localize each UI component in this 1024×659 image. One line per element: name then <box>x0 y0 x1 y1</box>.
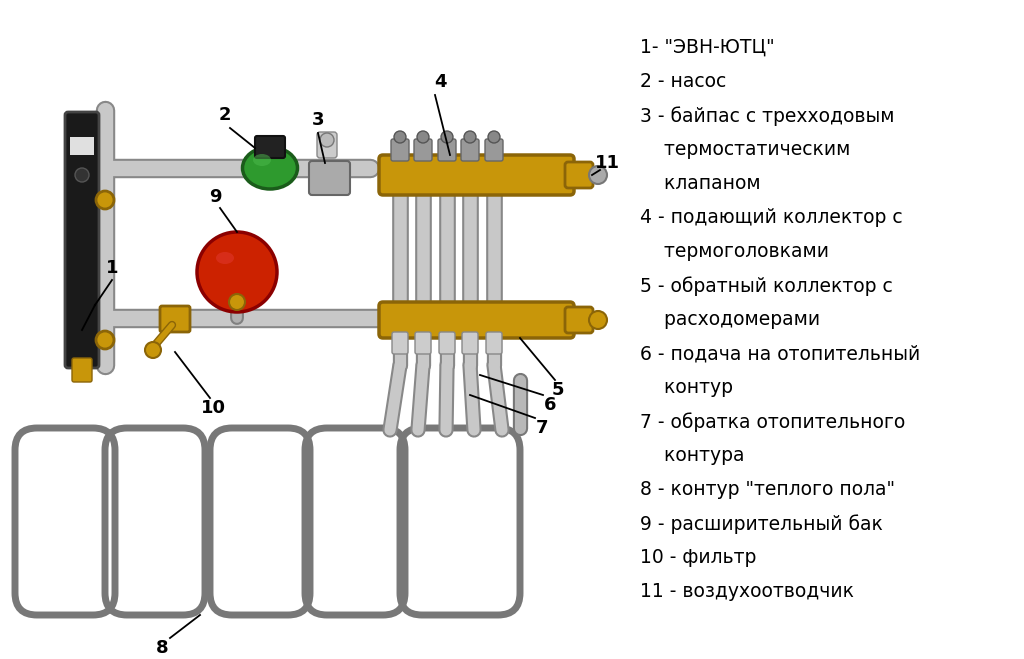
Text: 3 - байпас с трехходовым: 3 - байпас с трехходовым <box>640 106 895 126</box>
FancyBboxPatch shape <box>317 132 337 158</box>
Text: 5: 5 <box>552 381 564 399</box>
FancyBboxPatch shape <box>160 306 190 332</box>
FancyBboxPatch shape <box>438 139 456 161</box>
Text: 4 - подающий коллектор с: 4 - подающий коллектор с <box>640 208 902 227</box>
Ellipse shape <box>243 147 298 189</box>
FancyBboxPatch shape <box>379 155 574 195</box>
Circle shape <box>394 131 406 143</box>
Circle shape <box>319 133 334 147</box>
Text: контур: контур <box>640 378 733 397</box>
FancyBboxPatch shape <box>309 161 350 195</box>
FancyBboxPatch shape <box>255 136 285 158</box>
Circle shape <box>99 162 111 174</box>
Text: 4: 4 <box>434 73 446 91</box>
Circle shape <box>75 168 89 182</box>
FancyBboxPatch shape <box>462 332 478 354</box>
FancyBboxPatch shape <box>565 307 593 333</box>
Circle shape <box>229 294 245 310</box>
Text: 8 - контур "теплого пола": 8 - контур "теплого пола" <box>640 480 895 499</box>
Text: 10 - фильтр: 10 - фильтр <box>640 548 757 567</box>
Text: 3: 3 <box>311 111 325 129</box>
FancyBboxPatch shape <box>391 139 409 161</box>
Text: 1: 1 <box>105 259 118 277</box>
FancyBboxPatch shape <box>461 139 479 161</box>
FancyBboxPatch shape <box>439 332 455 354</box>
Text: 11 - воздухоотводчик: 11 - воздухоотводчик <box>640 582 854 601</box>
Text: 7: 7 <box>536 419 548 437</box>
Text: расходомерами: расходомерами <box>640 310 820 329</box>
Circle shape <box>589 311 607 329</box>
Text: контура: контура <box>640 446 744 465</box>
Ellipse shape <box>216 252 234 264</box>
Text: 6: 6 <box>544 396 556 414</box>
FancyBboxPatch shape <box>485 139 503 161</box>
FancyBboxPatch shape <box>414 139 432 161</box>
FancyBboxPatch shape <box>415 332 431 354</box>
Text: 2 - насос: 2 - насос <box>640 72 726 91</box>
Circle shape <box>441 131 453 143</box>
FancyBboxPatch shape <box>72 358 92 382</box>
Text: 7 - обратка отопительного: 7 - обратка отопительного <box>640 412 905 432</box>
Text: 9: 9 <box>209 188 221 206</box>
FancyBboxPatch shape <box>565 162 593 188</box>
Circle shape <box>488 131 500 143</box>
FancyBboxPatch shape <box>392 332 408 354</box>
Circle shape <box>464 131 476 143</box>
Bar <box>70 137 94 155</box>
FancyBboxPatch shape <box>65 112 99 368</box>
Circle shape <box>197 232 278 312</box>
Text: 8: 8 <box>156 639 168 657</box>
Circle shape <box>417 131 429 143</box>
FancyBboxPatch shape <box>486 332 502 354</box>
Text: термостатическим: термостатическим <box>640 140 850 159</box>
FancyBboxPatch shape <box>379 302 574 338</box>
Circle shape <box>589 166 607 184</box>
Circle shape <box>145 342 161 358</box>
Text: клапаном: клапаном <box>640 174 761 193</box>
Text: 2: 2 <box>219 106 231 124</box>
Text: термоголовками: термоголовками <box>640 242 829 261</box>
Text: 11: 11 <box>595 154 620 172</box>
Text: 6 - подача на отопительный: 6 - подача на отопительный <box>640 344 921 363</box>
Text: 9 - расширительный бак: 9 - расширительный бак <box>640 514 883 534</box>
Circle shape <box>96 191 114 209</box>
Circle shape <box>96 331 114 349</box>
Text: 5 - обратный коллектор с: 5 - обратный коллектор с <box>640 276 893 296</box>
Ellipse shape <box>253 154 271 166</box>
Text: 10: 10 <box>201 399 225 417</box>
Text: 1- "ЭВН-ЮТЦ": 1- "ЭВН-ЮТЦ" <box>640 38 774 57</box>
